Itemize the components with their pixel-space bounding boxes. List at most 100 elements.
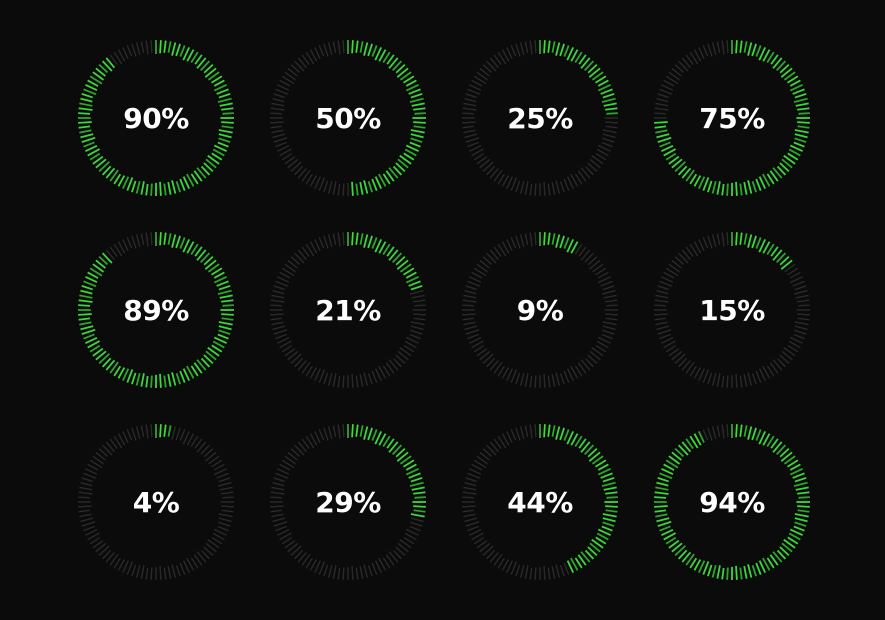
track-tick <box>85 529 98 536</box>
progress-tick <box>587 546 598 557</box>
progress-tick <box>735 424 738 438</box>
progress-tick <box>413 121 426 124</box>
progress-tick <box>217 141 229 148</box>
progress-tick <box>80 289 93 295</box>
track-tick <box>698 47 705 59</box>
progress-tick <box>159 181 162 196</box>
track-tick <box>467 141 479 148</box>
progress-tick <box>399 263 412 273</box>
progress-tick <box>196 249 207 261</box>
track-tick <box>218 521 231 527</box>
track-tick <box>602 129 617 134</box>
progress-tick <box>203 255 214 266</box>
track-tick <box>214 468 227 476</box>
track-tick <box>482 448 492 457</box>
track-tick <box>529 375 533 388</box>
progress-tick <box>794 477 807 483</box>
track-tick <box>85 468 98 475</box>
progress-tick <box>405 467 419 476</box>
progress-tick <box>794 137 807 143</box>
track-tick <box>551 373 556 387</box>
progress-tick <box>798 496 810 499</box>
progress-tick <box>596 532 609 541</box>
progress-tick <box>661 144 674 153</box>
track-tick <box>271 102 285 107</box>
progress-tick <box>182 239 191 253</box>
track-tick <box>702 369 710 383</box>
track-tick <box>281 153 293 161</box>
progress-tick <box>396 67 409 78</box>
track-tick <box>385 554 395 566</box>
track-tick <box>410 321 425 326</box>
progress-tick <box>755 562 762 575</box>
progress-tick <box>355 232 359 245</box>
track-tick <box>707 427 713 441</box>
progress-tick <box>755 429 762 441</box>
track-tick <box>102 444 113 456</box>
track-tick <box>790 336 803 344</box>
track-tick <box>506 239 513 251</box>
progress-tick <box>776 60 787 72</box>
progress-tick <box>787 536 799 545</box>
track-tick <box>482 256 492 265</box>
progress-tick <box>702 561 710 575</box>
progress-tick <box>363 180 369 194</box>
track-tick <box>221 491 234 495</box>
progress-tick <box>788 148 801 157</box>
progress-tick <box>543 232 546 246</box>
track-tick <box>275 525 287 532</box>
track-tick <box>131 564 137 577</box>
progress-tick <box>591 71 604 81</box>
track-tick <box>600 280 613 287</box>
progress-tick <box>602 93 615 99</box>
track-tick <box>135 42 141 55</box>
progress-tick <box>190 243 199 256</box>
track-tick <box>323 564 329 577</box>
progress-tick <box>772 167 783 179</box>
track-tick <box>410 521 423 527</box>
track-tick <box>588 259 601 270</box>
progress-tick <box>399 71 412 81</box>
track-tick <box>465 93 477 99</box>
track-tick <box>585 358 594 368</box>
track-tick <box>273 521 288 527</box>
track-tick <box>790 276 803 284</box>
track-tick <box>270 317 283 321</box>
track-tick <box>208 455 220 465</box>
track-tick <box>122 239 129 251</box>
progress-tick <box>78 125 91 129</box>
progress-tick <box>758 176 767 189</box>
progress-tick <box>89 344 101 353</box>
track-tick <box>591 155 604 165</box>
track-tick <box>467 525 479 532</box>
progress-tick <box>580 441 591 453</box>
track-tick <box>272 97 285 103</box>
progress-tick <box>751 235 757 249</box>
track-tick <box>563 178 570 191</box>
progress-tick <box>382 435 391 448</box>
track-tick <box>755 370 762 383</box>
track-tick <box>140 425 145 438</box>
progress-tick <box>385 170 395 182</box>
progress-tick <box>196 57 207 69</box>
track-tick <box>654 317 667 321</box>
progress-tick <box>655 513 668 518</box>
track-tick <box>175 565 181 577</box>
track-tick <box>602 285 615 291</box>
progress-tick <box>758 431 767 445</box>
track-tick <box>515 427 521 441</box>
progress-tick <box>221 313 234 316</box>
track-tick <box>515 180 521 193</box>
progress-tick <box>721 183 725 196</box>
progress-tick <box>213 275 227 284</box>
track-tick <box>479 67 490 77</box>
progress-tick <box>126 369 134 383</box>
track-tick <box>479 158 491 169</box>
progress-tick <box>371 429 378 441</box>
progress-tick <box>555 234 561 248</box>
progress-tick <box>787 152 799 161</box>
progress-tick <box>92 347 104 357</box>
progress-tick <box>80 325 94 331</box>
progress-tick <box>770 54 779 65</box>
progress-tick <box>382 173 391 185</box>
